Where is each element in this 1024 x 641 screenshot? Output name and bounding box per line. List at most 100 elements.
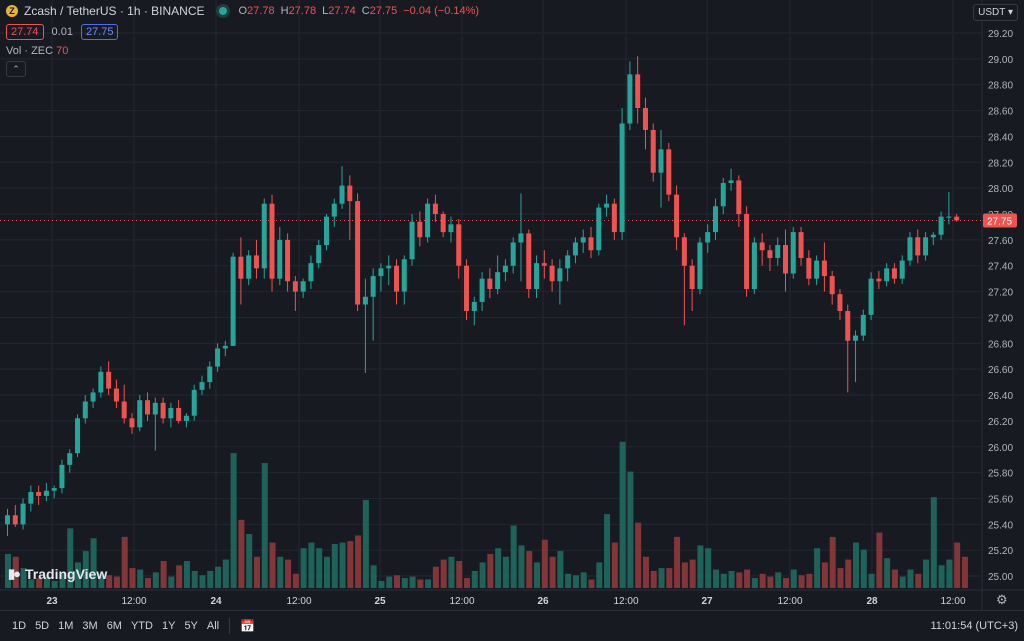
candle-body	[759, 242, 765, 251]
bottom-toolbar: 1D 5D 1M 3M 6M YTD 1Y 5Y All 📅 11:01:54 …	[0, 610, 1024, 641]
volume-bar	[806, 573, 813, 588]
range-1y-button[interactable]: 1Y	[161, 620, 176, 632]
currency-label: USDT	[978, 7, 1006, 18]
candle-body	[59, 464, 65, 489]
tradingview-watermark[interactable]: ▮● TradingView	[8, 566, 107, 582]
candle-body	[915, 237, 921, 256]
candle-body	[355, 201, 361, 305]
volume-bar	[627, 471, 634, 588]
volume-bar	[479, 562, 486, 588]
change-value: −0.04 (−0.14%)	[403, 5, 480, 17]
close-value: 27.75	[369, 5, 398, 17]
buy-button[interactable]: 27.75	[80, 24, 119, 40]
candle-body	[806, 257, 812, 279]
price-axis-label: 25.80	[988, 469, 1013, 480]
volume-bar	[580, 572, 587, 588]
candle-body	[946, 216, 952, 218]
volume-bar	[642, 556, 649, 588]
volume-bar	[744, 569, 751, 588]
volume-bar	[300, 548, 307, 588]
candle-body	[938, 216, 944, 235]
time-axis-label: 27	[701, 596, 713, 607]
symbol-title[interactable]: Zcash / TetherUS · 1h · BINANCE	[24, 4, 205, 18]
volume-bar	[323, 556, 330, 588]
volume-bar	[207, 570, 214, 588]
volume-bar	[362, 499, 369, 588]
volume-bar	[215, 566, 222, 588]
volume-bar	[783, 578, 789, 588]
range-3m-button[interactable]: 3M	[82, 620, 98, 632]
volume-bar	[59, 573, 66, 588]
candle-body	[323, 216, 329, 246]
sell-button[interactable]: 27.74	[6, 24, 44, 40]
candle-body	[386, 265, 392, 269]
candle-body	[113, 388, 119, 402]
range-1d-button[interactable]: 1D	[12, 620, 27, 632]
candle-body	[199, 382, 205, 390]
volume-bar	[28, 579, 35, 588]
candle-body	[923, 237, 929, 256]
collapse-legend-button[interactable]: ⌃	[6, 61, 26, 77]
chevron-down-icon: ▾	[1007, 7, 1013, 18]
range-ytd-button[interactable]: YTD	[130, 620, 153, 632]
candle-body	[191, 389, 197, 416]
candle-body	[464, 265, 470, 311]
volume-bar	[790, 569, 797, 588]
volume-bar	[253, 556, 260, 588]
candle-body	[518, 233, 524, 243]
volume-bar	[907, 569, 914, 588]
volume-bar	[860, 549, 867, 588]
candle-body	[487, 278, 493, 290]
calendar-goto-icon[interactable]: 📅	[240, 619, 256, 633]
candle-body	[744, 214, 750, 290]
gear-icon[interactable]: ⚙	[996, 592, 1008, 607]
candle-body	[370, 276, 376, 297]
candle-body	[845, 310, 851, 341]
candle-body	[300, 281, 306, 292]
volume-bar	[246, 534, 253, 588]
price-axis-label: 25.20	[988, 546, 1013, 557]
candle-body	[495, 272, 501, 290]
volume-bar	[736, 572, 743, 588]
range-5d-button[interactable]: 5D	[35, 620, 50, 632]
price-axis-label: 25.00	[988, 572, 1013, 583]
candle-body	[43, 490, 49, 496]
candle-body	[549, 265, 555, 282]
range-1m-button[interactable]: 1M	[58, 620, 74, 632]
volume-legend[interactable]: Vol · ZEC 70	[6, 45, 68, 57]
price-axis-label: 28.20	[988, 158, 1013, 169]
volume-bar	[440, 559, 447, 588]
volume-bar	[432, 566, 439, 588]
volume-bar	[183, 561, 190, 588]
candle-body	[534, 263, 540, 290]
candle-body	[837, 294, 843, 311]
range-all-button[interactable]: All	[206, 620, 220, 632]
time-axis-label: 12:00	[121, 596, 146, 607]
candle-body	[152, 402, 158, 415]
range-6m-button[interactable]: 6M	[106, 620, 122, 632]
currency-button[interactable]: USDT ▾	[973, 4, 1018, 21]
range-5y-button[interactable]: 5Y	[184, 620, 198, 632]
price-chart[interactable]: 29.2029.0028.8028.6028.4028.2028.0027.80…	[0, 0, 1024, 610]
volume-bar	[394, 575, 400, 588]
volume-bar	[51, 580, 58, 588]
volume-bar	[456, 561, 463, 588]
candle-body	[67, 453, 73, 465]
price-axis-label: 26.00	[988, 443, 1013, 454]
price-axis-label: 27.60	[988, 236, 1013, 247]
candle-body	[331, 203, 337, 217]
clock-timezone[interactable]: 11:01:54 (UTC+3)	[930, 620, 1018, 632]
candle-body	[121, 401, 127, 419]
price-axis-label: 27.40	[988, 262, 1013, 273]
candle-body	[502, 265, 508, 273]
candle-body	[479, 278, 485, 302]
market-open-indicator-icon	[218, 7, 227, 15]
volume-bar	[230, 453, 237, 588]
last-price-tag-label: 27.75	[987, 216, 1012, 227]
candle-body	[930, 234, 936, 238]
candle-body	[821, 260, 827, 277]
tradingview-logo-icon: ▮●	[8, 566, 21, 581]
candle-body	[899, 260, 905, 279]
volume-bar	[611, 542, 618, 588]
volume-bar	[923, 559, 930, 588]
